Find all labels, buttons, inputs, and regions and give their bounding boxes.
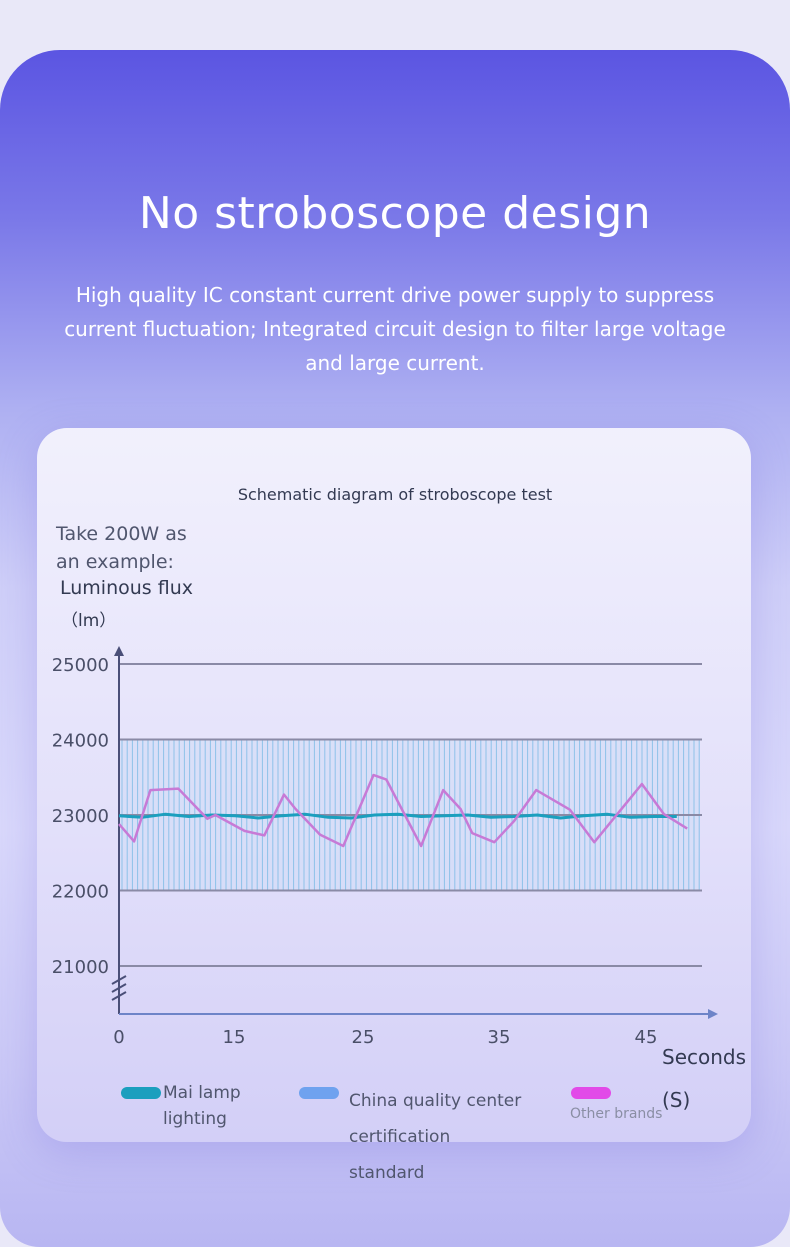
- legend-swatch-other: [571, 1087, 611, 1099]
- y-tick-labels: 21000 22000 23000 24000 25000: [52, 655, 109, 978]
- y-tick-label: 21000: [52, 957, 109, 978]
- headline: No stroboscope design: [138, 188, 652, 239]
- legend-label-line: certification: [349, 1127, 451, 1147]
- series-line-mai: [118, 812, 677, 820]
- y-tick-label: 22000: [52, 882, 109, 903]
- chart-title: Schematic diagram of stroboscope test: [237, 485, 553, 504]
- legend-label-line: standard: [349, 1163, 425, 1183]
- x-tick-labels: 0 15 25 35 45: [113, 1027, 657, 1048]
- x-tick-label: 45: [635, 1027, 658, 1048]
- x-axis-arrow: [708, 1009, 718, 1019]
- legend-swatch-china: [299, 1087, 339, 1099]
- subtitle: High quality IC constant current drive p…: [64, 283, 726, 375]
- y-axis-label: Luminous flux: [60, 577, 193, 599]
- x-tick-label: 25: [352, 1027, 375, 1048]
- x-axis-unit: (S): [662, 1088, 691, 1112]
- legend-label-other: Other brands: [570, 1106, 663, 1122]
- y-tick-label: 25000: [52, 655, 109, 676]
- y-tick-label: 23000: [52, 806, 109, 827]
- legend-swatch-mai: [121, 1087, 161, 1099]
- x-tick-label: 15: [223, 1027, 246, 1048]
- legend-label-mai: Mai lamp lighting: [163, 1080, 241, 1132]
- x-tick-label: 35: [488, 1027, 511, 1048]
- x-tick-label: 0: [113, 1027, 124, 1048]
- y-axis-caption-line: Take 200W as: [56, 523, 187, 545]
- legend-label-line: China quality center: [349, 1091, 522, 1111]
- legend-label-china: China quality center certification stand…: [349, 1083, 521, 1191]
- y-axis-arrow: [114, 646, 124, 656]
- x-axis-label: Seconds: [662, 1045, 747, 1069]
- y-axis-caption-line: an example:: [56, 551, 174, 573]
- y-axis-caption: Take 200W as an example:: [56, 520, 187, 576]
- legend-label-line: lighting: [163, 1109, 227, 1129]
- axis-break-mark: [111, 975, 127, 1001]
- y-axis-unit: （lm）: [61, 611, 117, 631]
- series-lines: [118, 773, 688, 848]
- series-line-other: [118, 773, 688, 848]
- axes: [111, 646, 718, 1019]
- y-tick-label: 24000: [52, 731, 109, 752]
- legend-label-line: Mai lamp: [163, 1083, 241, 1103]
